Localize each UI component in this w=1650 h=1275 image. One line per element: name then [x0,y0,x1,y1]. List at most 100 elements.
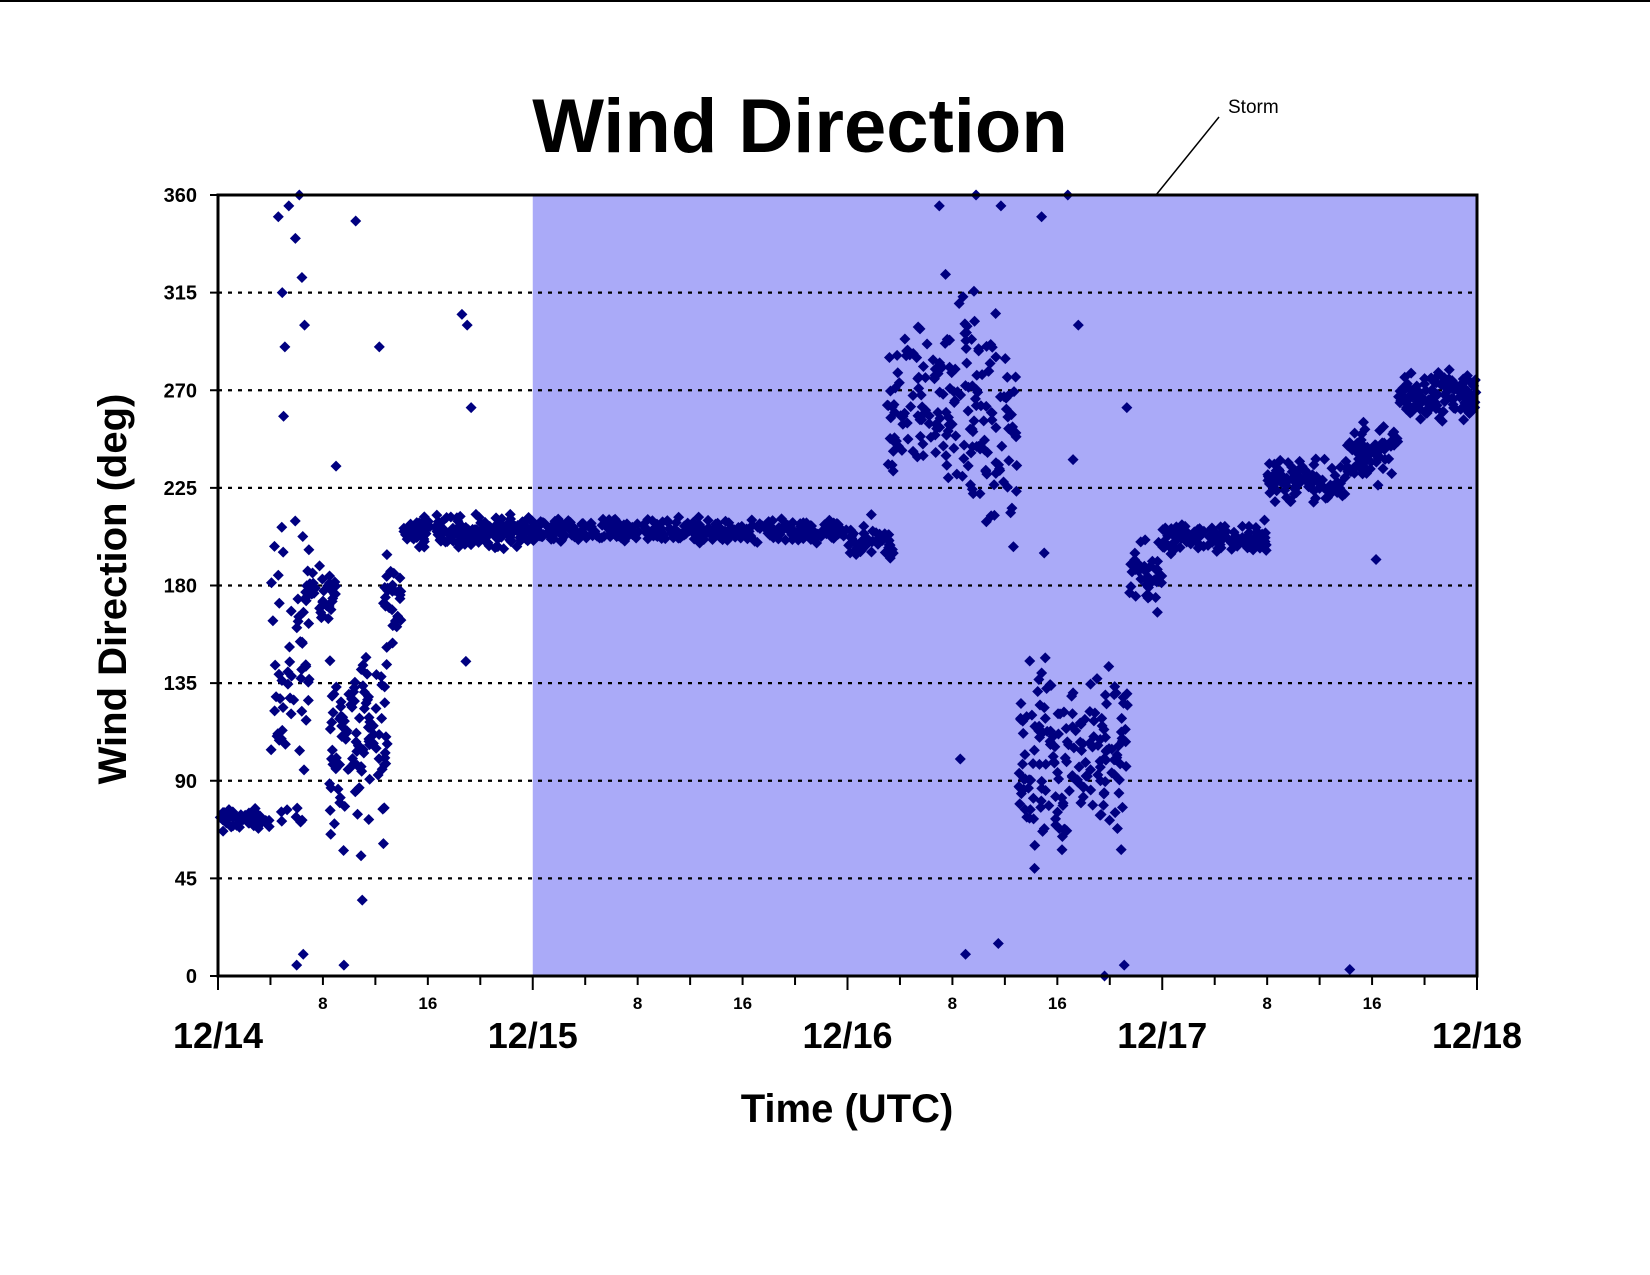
data-point [998,391,1010,403]
data-point [268,540,280,552]
data-point [1319,453,1331,465]
data-point [299,319,311,331]
data-point [297,606,309,618]
data-point [461,319,473,331]
data-point [1116,732,1128,744]
data-point [800,528,812,540]
data-point [276,675,288,687]
data-point [435,535,447,547]
data-point [984,357,996,369]
data-point [958,453,970,465]
data-point [887,465,899,477]
data-point [405,518,417,530]
data-point [646,515,658,527]
data-point [974,488,986,500]
data-point [1116,712,1128,724]
data-point [296,636,308,648]
data-point [968,285,980,297]
data-point [324,804,336,816]
data-point [1041,725,1053,737]
data-point [303,544,315,556]
data-point [289,232,301,244]
data-point [1361,452,1373,464]
data-point [353,712,365,724]
data-point [985,510,997,522]
data-point [335,701,347,713]
chart-title: Wind Direction [532,84,1068,169]
data-point [345,699,357,711]
data-point [1344,963,1356,975]
data-point [1135,536,1147,548]
data-point [285,708,297,720]
data-point [339,800,351,812]
data-point [324,570,336,582]
data-point [1017,715,1029,727]
storm-label: Storm [1228,97,1279,118]
data-point [982,446,994,458]
data-point [330,460,342,472]
data-point [283,200,295,212]
data-point [934,412,946,424]
data-point [902,433,914,445]
data-point [1404,383,1416,395]
data-point [373,341,385,353]
hour-tick-label: 8 [318,994,327,1013]
data-point [1346,444,1358,456]
data-point [680,523,692,535]
data-point [1294,455,1306,467]
data-point [626,521,638,533]
data-point [1159,536,1171,548]
data-point [1349,427,1361,439]
data-point [914,414,926,426]
data-point [1067,721,1079,733]
data-point [300,595,312,607]
data-point [942,411,954,423]
data-point [1183,528,1195,540]
data-point [1383,453,1395,465]
data-point [993,463,1005,475]
data-point [1394,397,1406,409]
data-point [905,401,917,413]
data-point [1052,708,1064,720]
data-point [1295,475,1307,487]
data-point [887,445,899,457]
data-point [360,651,372,663]
data-point [1061,756,1073,768]
data-markers [214,189,1482,982]
data-point [867,535,879,547]
y-tick-label: 360 [164,185,197,207]
data-point [296,814,308,826]
data-point [300,714,312,726]
data-point [1085,784,1097,796]
data-point [1119,723,1131,735]
data-point [330,681,342,693]
data-point [746,519,758,531]
data-point [1108,769,1120,781]
data-point [1215,521,1227,533]
data-point [722,533,734,545]
data-point [452,537,464,549]
data-point [1036,782,1048,794]
data-point [1250,522,1262,534]
data-point [1039,652,1051,664]
data-point [821,527,833,539]
data-point [379,681,391,693]
data-point [279,341,291,353]
data-point [470,508,482,520]
data-point [1129,547,1141,559]
data-point [1271,485,1283,497]
data-point [1057,797,1069,809]
data-point [1286,466,1298,478]
data-point [925,431,937,443]
data-point [1290,487,1302,499]
data-point [975,400,987,412]
data-point [1118,959,1130,971]
y-tick-label: 180 [164,576,197,598]
data-point [1138,560,1150,572]
data-point [597,513,609,525]
data-point [1098,787,1110,799]
data-point [336,711,348,723]
data-point [1130,590,1142,602]
data-point [667,531,679,543]
data-point [876,535,888,547]
